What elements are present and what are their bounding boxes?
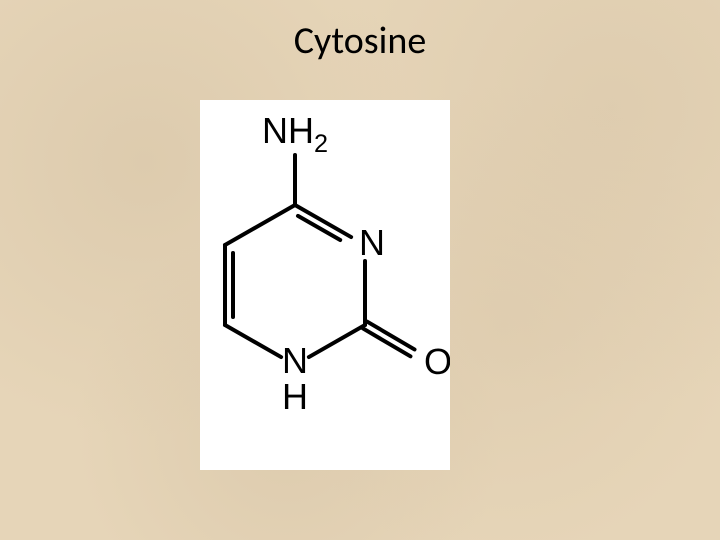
svg-text:N: N bbox=[359, 222, 385, 263]
svg-text:H: H bbox=[282, 376, 308, 417]
svg-text:N: N bbox=[282, 340, 308, 381]
page-title: Cytosine bbox=[0, 18, 720, 64]
structure-box: NH2NNHO bbox=[200, 100, 450, 470]
svg-text:NH2: NH2 bbox=[262, 110, 328, 158]
svg-text:O: O bbox=[424, 341, 450, 382]
cytosine-structure: NH2NNHO bbox=[200, 100, 450, 470]
